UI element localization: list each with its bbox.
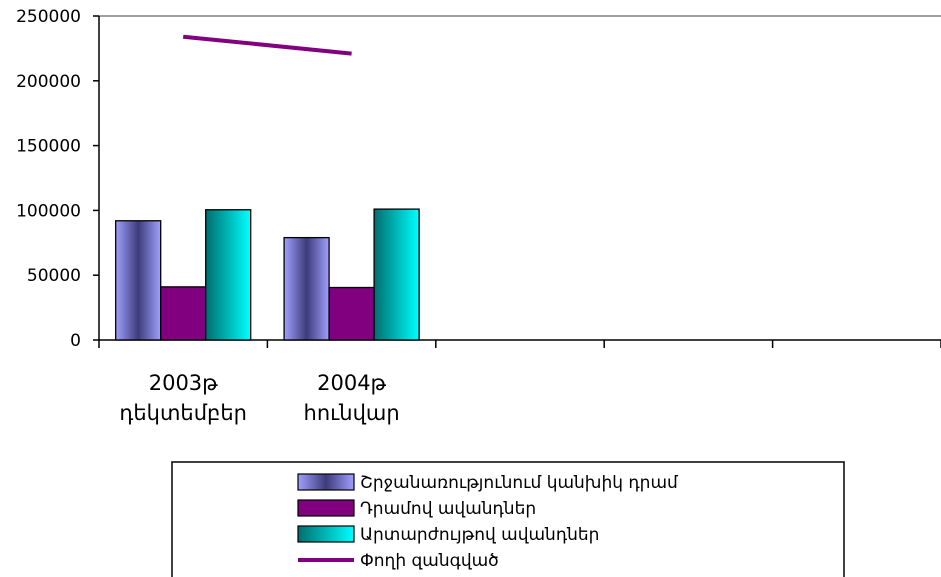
bar	[205, 209, 252, 341]
y-tick-label: 50000	[27, 266, 81, 286]
category-label-year: 2004թ	[317, 371, 386, 395]
category-label-year: 2003թ	[149, 371, 218, 395]
legend: Շրջանառությունում կանխիկ դրամ Դրամով ավան…	[171, 461, 845, 577]
bar	[115, 220, 162, 341]
bar	[373, 208, 420, 341]
x-axis-ticks	[98, 340, 941, 348]
category-labels: 2003թ դեկտեմբեր 2004թ հունվար	[119, 371, 399, 425]
y-tick-label: 250000	[16, 7, 81, 27]
legend-label: Արտարժույթով ավանդներ	[360, 525, 599, 545]
legend-label: Դրամով ավանդներ	[360, 499, 536, 519]
y-tick-label: 100000	[16, 201, 81, 221]
y-tick-label: 0	[70, 331, 81, 351]
bar	[283, 236, 330, 341]
legend-swatch	[297, 473, 355, 491]
category-label-month: դեկտեմբեր	[119, 401, 247, 425]
legend-items: Շրջանառությունում կանխիկ դրամ Դրամով ավան…	[297, 473, 678, 571]
y-tick-label: 200000	[16, 72, 81, 92]
y-tick-label: 150000	[16, 137, 81, 157]
bars	[115, 208, 420, 341]
bar	[328, 286, 375, 341]
legend-frame	[171, 461, 845, 577]
legend-label: Շրջանառությունում կանխիկ դրամ	[360, 473, 678, 493]
legend-swatch	[297, 499, 355, 517]
series-line	[183, 34, 352, 56]
y-axis-ticks: 0 50000 100000 150000 200000 250000	[16, 7, 99, 351]
lines	[183, 34, 352, 56]
legend-label: Փողի զանգված	[360, 551, 499, 571]
category-label-month: հունվար	[304, 401, 400, 425]
legend-swatch	[297, 525, 355, 543]
bar	[160, 286, 207, 341]
